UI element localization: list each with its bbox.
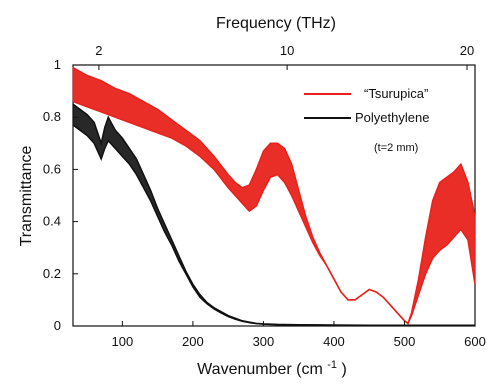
series-0-band [72,66,476,325]
y-tick-label-2: 0.4 [43,214,61,229]
x-tick-label-2: 300 [253,334,275,349]
x-tick-label-0: 100 [112,334,134,349]
x-tick-label-5: 600 [464,334,486,349]
top-axis-title: Frequency (THz) [216,15,336,32]
series-0 [72,66,476,325]
series-layer [72,66,476,327]
x-axis-title-suffix: ) [342,361,347,378]
series-1 [72,103,476,327]
y-tick-label-5: 1 [54,57,61,72]
y-tick-label-0: 0 [54,318,61,333]
x-axis-title-superscript: -1 [327,359,337,371]
top-tick-label-1: 10 [280,43,294,58]
x-axis-title: Wavenumber (cm -1 ) [197,355,347,378]
legend: “Tsurupica” Polyethylene (t=2 mm) [304,86,429,154]
thickness-annotation: (t=2 mm) [374,142,418,154]
ticks-layer [73,64,476,327]
series-1-band [72,103,476,326]
x-tick-label-4: 500 [394,334,416,349]
legend-label-tsurupica: “Tsurupica” [364,86,428,101]
series-0-lower-line [72,100,476,325]
series-0-upper-line [72,66,476,325]
y-axis-title: Transmittance [18,146,35,247]
series-1-upper-line [72,103,475,326]
y-tick-label-4: 0.8 [43,109,61,124]
x-tick-label-3: 400 [323,334,345,349]
y-tick-label-3: 0.6 [43,161,61,176]
labels-layer: 100 200 300 400 500 600 0 0.2 0.4 0.6 0.8 1 2 10 20 [43,43,486,349]
x-axis-title-main: Wavenumber (cm [197,361,323,378]
x-tick-label-1: 200 [182,334,204,349]
plot-frame [72,64,476,327]
y-tick-label-1: 0.2 [43,266,61,281]
legend-label-polyethylene: Polyethylene [355,110,429,125]
top-tick-label-0: 2 [95,43,102,58]
series-1-lower-line [72,124,475,327]
top-tick-label-2: 20 [460,43,474,58]
